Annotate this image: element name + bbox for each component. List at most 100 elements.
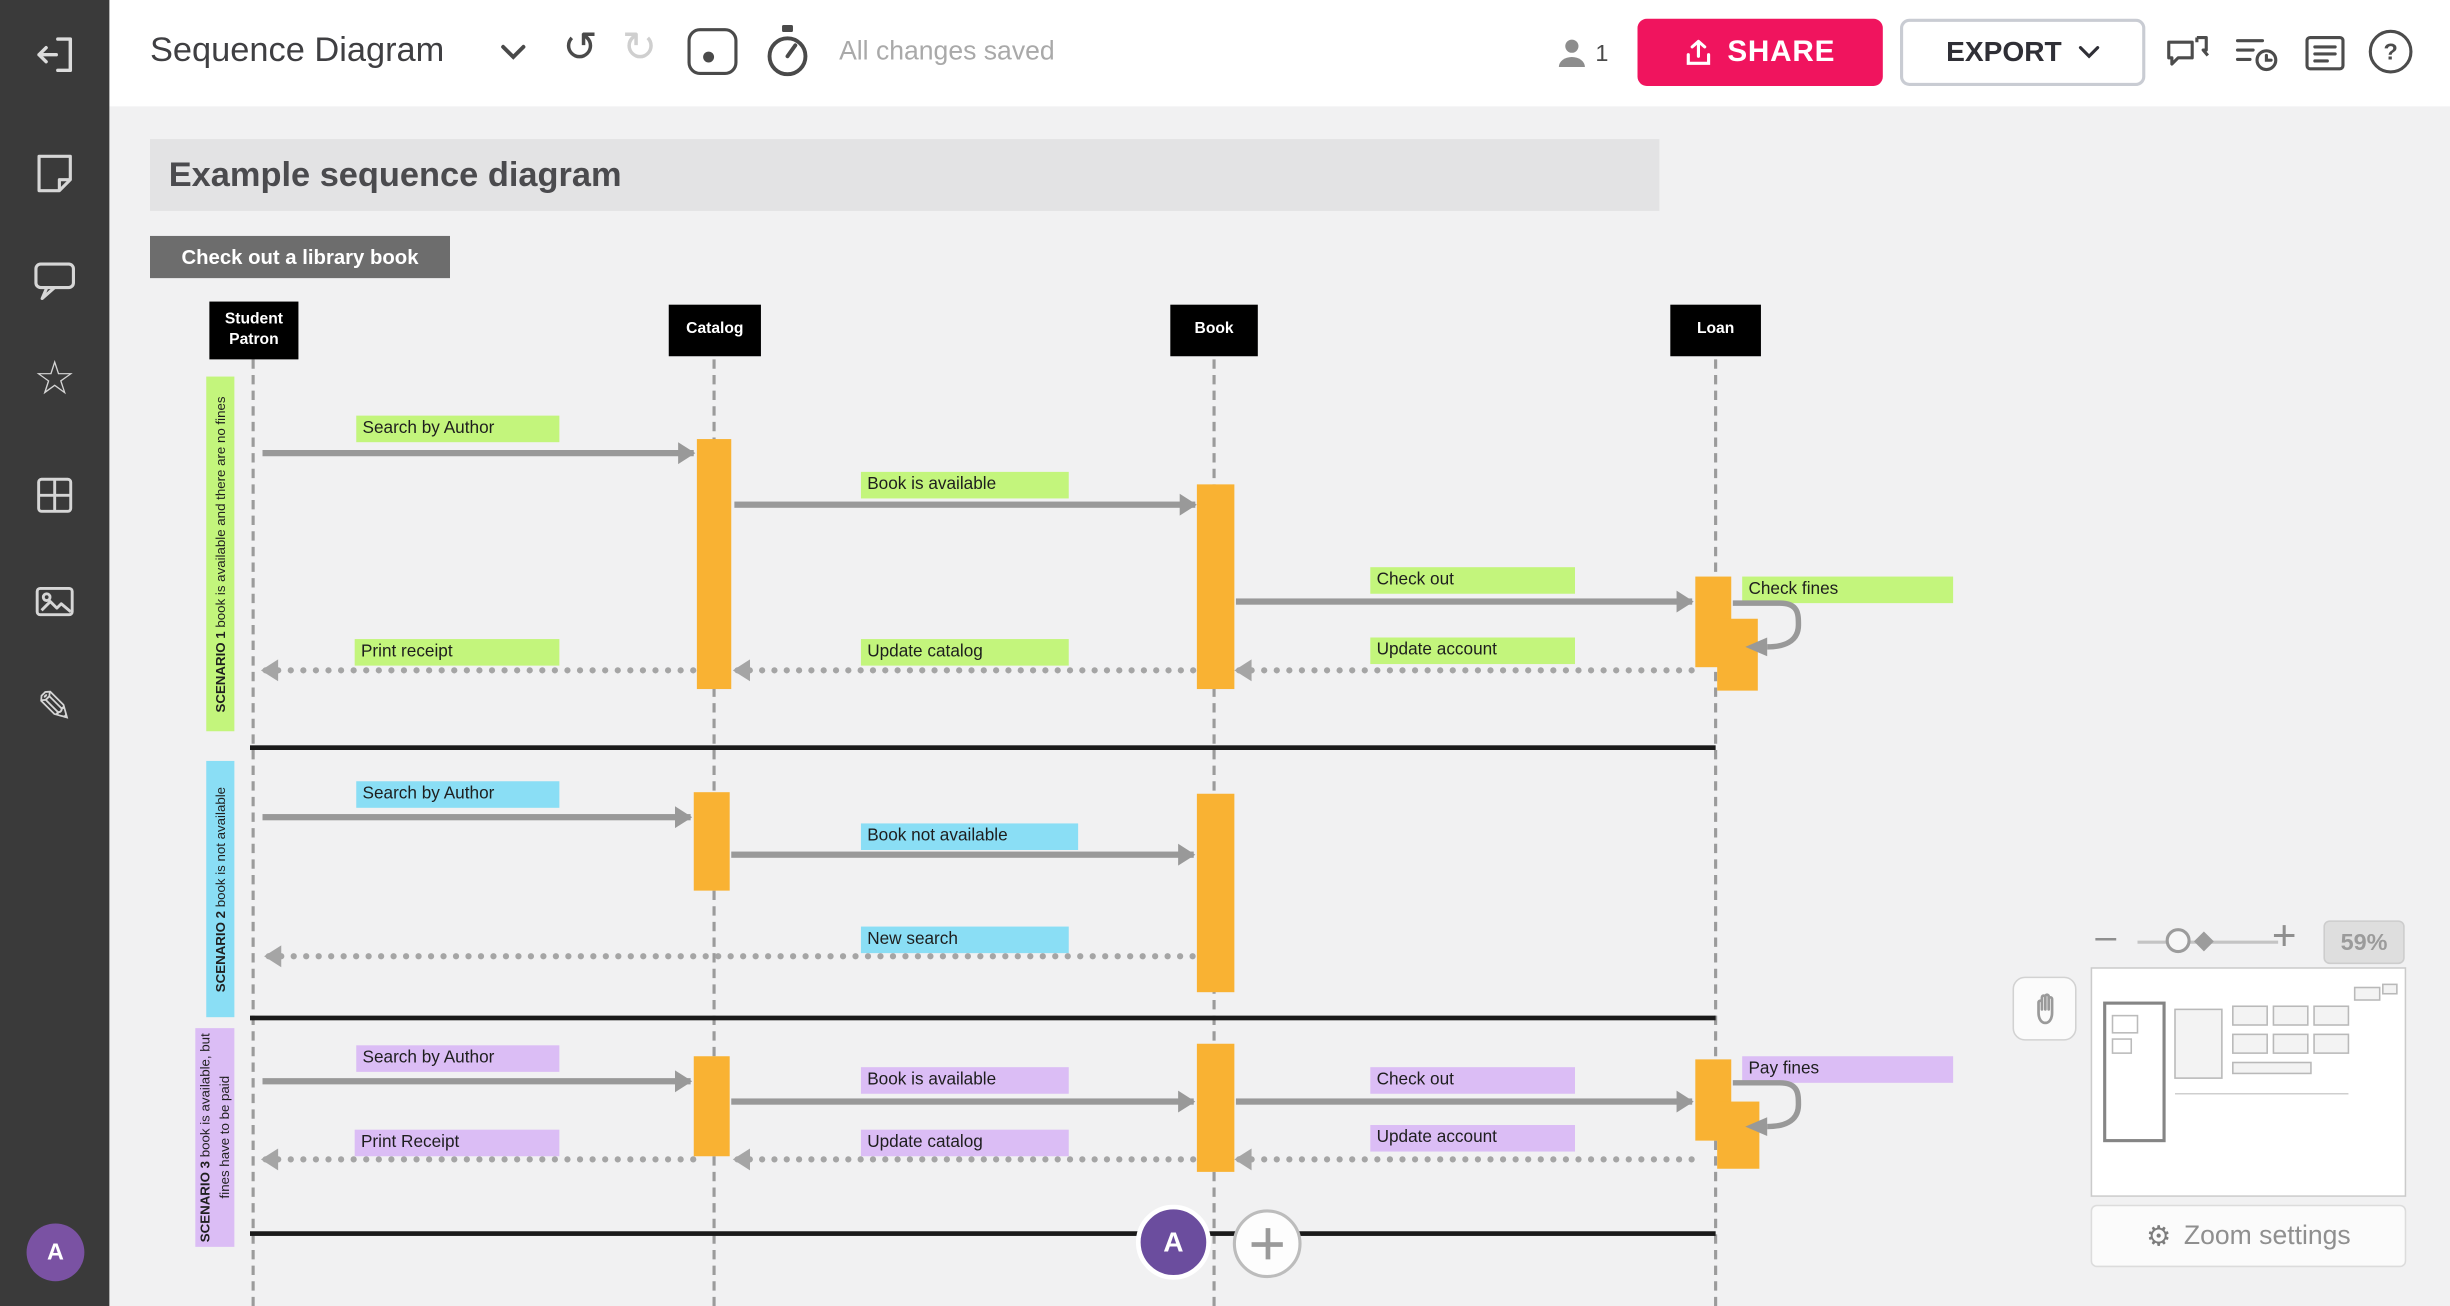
- export-label: EXPORT: [1946, 35, 2062, 68]
- sidebar-item-draw[interactable]: ✎: [0, 682, 109, 732]
- message-label[interactable]: Search by Author: [356, 1045, 560, 1072]
- message-label[interactable]: Check out: [1370, 567, 1575, 594]
- back-to-dashboard-button[interactable]: [0, 31, 109, 78]
- message-arrow[interactable]: [1235, 590, 1694, 613]
- message-label[interactable]: Book is available: [860, 471, 1069, 499]
- document-title[interactable]: Sequence Diagram: [150, 29, 445, 69]
- message-label[interactable]: Check fines: [1742, 576, 1954, 604]
- scenario-separator[interactable]: [250, 1231, 1716, 1236]
- activation-bar-catalog[interactable]: [693, 1056, 730, 1157]
- activation-bar-book[interactable]: [1196, 1043, 1235, 1172]
- message-label[interactable]: Print Receipt: [354, 1129, 560, 1157]
- message-arrow[interactable]: [262, 806, 693, 829]
- message-arrow[interactable]: [731, 1090, 1196, 1113]
- history-button[interactable]: [2231, 28, 2281, 78]
- return-arrow[interactable]: [260, 659, 697, 682]
- presentation-button[interactable]: [687, 28, 738, 75]
- message-label[interactable]: Pay fines: [1742, 1056, 1954, 1083]
- scenario-separator[interactable]: [250, 1015, 1716, 1021]
- sidebar-item-favorites[interactable]: ☆: [0, 353, 109, 405]
- self-message-arrow[interactable]: [1730, 595, 1818, 664]
- message-label[interactable]: Update catalog: [860, 639, 1069, 666]
- comments-button[interactable]: [2163, 28, 2213, 78]
- callout-icon: [34, 262, 75, 300]
- scenario-separator[interactable]: [250, 745, 1716, 750]
- message-label[interactable]: Update account: [1370, 637, 1575, 665]
- sidebar-item-notes[interactable]: [0, 150, 109, 197]
- user-avatar[interactable]: A: [26, 1223, 85, 1282]
- redo-button[interactable]: ↻: [621, 23, 658, 71]
- message-label[interactable]: New search: [860, 926, 1069, 954]
- pencil-icon: ✎: [36, 682, 74, 732]
- zoom-in-button[interactable]: +: [2271, 912, 2297, 960]
- help-label: ?: [2383, 38, 2398, 65]
- scenario-3-name: SCENARIO 3: [196, 1160, 213, 1242]
- message-arrow[interactable]: [731, 843, 1196, 866]
- message-arrow[interactable]: [262, 442, 696, 465]
- return-arrow[interactable]: [264, 945, 1197, 968]
- message-arrow[interactable]: [734, 493, 1197, 516]
- lifeline-header-loan[interactable]: Loan: [1670, 304, 1761, 357]
- plus-icon: [1264, 1228, 1270, 1260]
- message-label[interactable]: Print receipt: [354, 639, 560, 666]
- message-label[interactable]: Check out: [1370, 1067, 1575, 1094]
- lifeline-header-catalog[interactable]: Catalog: [668, 304, 761, 357]
- zoom-level[interactable]: 59%: [2323, 920, 2405, 965]
- activation-bar-loan-self[interactable]: [1717, 618, 1758, 691]
- return-arrow[interactable]: [1234, 659, 1696, 682]
- message-label[interactable]: Update catalog: [860, 1129, 1069, 1157]
- message-arrow[interactable]: [1235, 1090, 1694, 1113]
- zoom-out-button[interactable]: –: [2095, 915, 2117, 958]
- help-button[interactable]: ?: [2368, 29, 2413, 74]
- message-label[interactable]: Update account: [1370, 1125, 1575, 1152]
- zoom-settings-button[interactable]: ⚙ Zoom settings: [2090, 1204, 2407, 1268]
- message-label[interactable]: Search by Author: [356, 781, 560, 808]
- message-label[interactable]: Book is available: [860, 1067, 1069, 1094]
- scenario-2-desc: book is not available: [212, 786, 229, 907]
- canvas: [109, 106, 2450, 1306]
- sheet-title[interactable]: Example sequence diagram: [150, 139, 1660, 211]
- export-button[interactable]: EXPORT: [1900, 18, 2146, 86]
- share-button[interactable]: SHARE: [1637, 18, 1883, 86]
- chevron-down-icon[interactable]: [500, 44, 527, 61]
- scenario-1-strip[interactable]: SCENARIO 1 book is available and there ar…: [206, 376, 235, 732]
- lifeline-line-student[interactable]: [251, 359, 255, 1306]
- undo-button[interactable]: ↺: [562, 23, 598, 71]
- return-arrow[interactable]: [732, 659, 1197, 682]
- checklist-button[interactable]: [2300, 28, 2350, 78]
- pointer-dot-icon: [703, 51, 715, 63]
- collaborators-indicator[interactable]: 1: [1556, 28, 1625, 78]
- collaborator-count: 1: [1595, 39, 1609, 67]
- lifeline-line-loan[interactable]: [1714, 359, 1718, 1306]
- message-arrow[interactable]: [262, 1070, 693, 1093]
- activation-bar-book[interactable]: [1196, 484, 1235, 690]
- sidebar-item-images[interactable]: [0, 580, 109, 624]
- sidebar-item-tables[interactable]: [0, 473, 109, 517]
- star-icon: ☆: [33, 353, 76, 405]
- collaborator-avatar[interactable]: A: [1135, 1204, 1211, 1280]
- checklist-icon: [2305, 35, 2345, 71]
- scenario-3-strip[interactable]: SCENARIO 3book is available, but fines h…: [195, 1028, 235, 1247]
- sidebar-item-shapes[interactable]: [0, 256, 109, 303]
- return-arrow[interactable]: [732, 1148, 1197, 1171]
- activation-bar-loan-self[interactable]: [1717, 1101, 1760, 1169]
- autosave-status: All changes saved: [839, 35, 1055, 66]
- diagram-caption[interactable]: Check out a library book: [150, 235, 450, 279]
- lifeline-header-book[interactable]: Book: [1170, 304, 1258, 357]
- activation-bar-catalog[interactable]: [696, 439, 732, 690]
- scenario-2-strip[interactable]: SCENARIO 2 book is not available: [206, 760, 235, 1018]
- activation-bar-catalog[interactable]: [693, 792, 730, 891]
- pan-tool-button[interactable]: [2012, 976, 2077, 1041]
- add-collaborator-button[interactable]: [1232, 1209, 1302, 1279]
- hand-icon: [2036, 992, 2053, 1024]
- return-arrow[interactable]: [1234, 1148, 1696, 1171]
- zoom-slider-knob[interactable]: [2165, 928, 2191, 954]
- return-arrow[interactable]: [260, 1148, 697, 1171]
- self-message-arrow[interactable]: [1730, 1075, 1818, 1144]
- timer-button[interactable]: [761, 22, 814, 81]
- minimap[interactable]: [2090, 967, 2407, 1197]
- lifeline-header-student-patron[interactable]: Student Patron: [209, 301, 299, 360]
- activation-bar-book[interactable]: [1196, 793, 1235, 993]
- message-label[interactable]: Book not available: [860, 823, 1079, 850]
- message-label[interactable]: Search by Author: [356, 415, 560, 443]
